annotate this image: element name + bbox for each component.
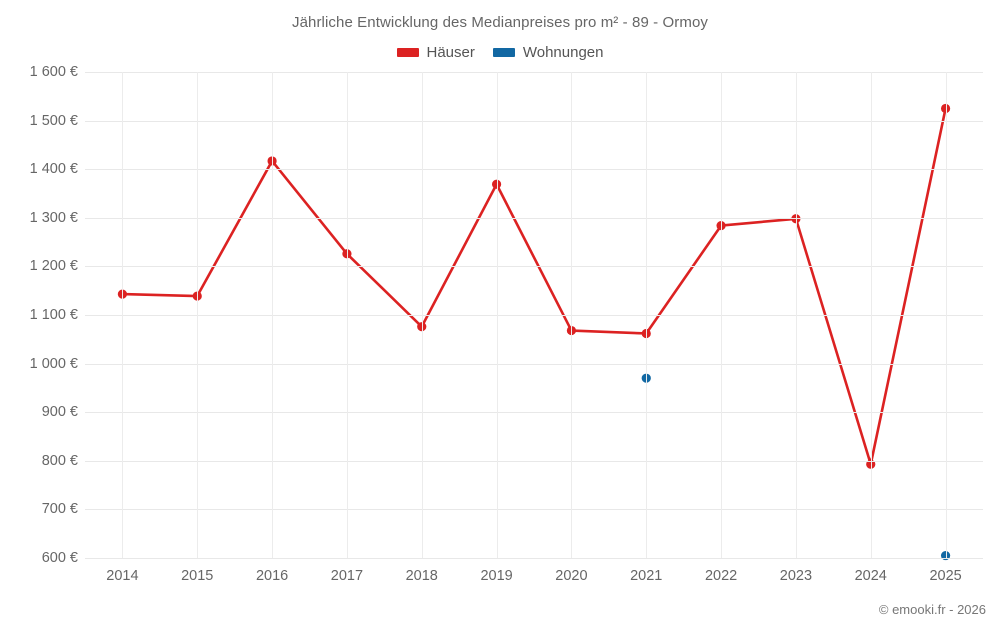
gridline-vertical xyxy=(870,72,872,558)
legend-swatch-hauser xyxy=(396,48,419,57)
chart-title: Jährliche Entwicklung des Medianpreises … xyxy=(291,14,709,31)
gridline-vertical xyxy=(945,72,947,558)
gridline-horizontal xyxy=(85,558,983,559)
gridline-horizontal xyxy=(85,266,983,268)
y-axis-tick-label: 1 100 € xyxy=(29,307,78,323)
gridline-horizontal xyxy=(85,169,983,171)
y-axis-tick-label: 1 000 € xyxy=(29,355,78,372)
x-axis-tick-label: 2020 xyxy=(555,568,588,584)
legend-item-hauser[interactable]: Häuser xyxy=(396,44,475,61)
y-axis-tick-label: 1 200 € xyxy=(29,258,78,275)
gridline-vertical xyxy=(795,72,797,558)
x-axis-tick-label: 2025 xyxy=(929,568,962,584)
x-axis-tick-label: 2016 xyxy=(255,568,289,584)
gridline-horizontal xyxy=(85,72,983,73)
x-axis-tick-label: 2015 xyxy=(181,568,214,584)
x-axis-tick-label: 2017 xyxy=(330,568,364,584)
y-axis-tick-label: 900 € xyxy=(41,404,78,421)
x-axis-tick-label: 2024 xyxy=(854,568,887,584)
gridline-horizontal xyxy=(85,460,983,462)
gridline-vertical xyxy=(646,72,648,558)
legend-label-hauser: Häuser xyxy=(426,44,475,61)
gridline-vertical xyxy=(346,72,348,558)
gridline-vertical xyxy=(122,72,124,558)
legend-label-wohnungen: Wohnungen xyxy=(522,44,604,61)
x-axis-tick-label: 2023 xyxy=(779,568,813,584)
legend-item-wohnungen[interactable]: Wohnungen xyxy=(492,44,604,61)
y-axis-tick-label: 1 400 € xyxy=(29,161,78,178)
y-axis-tick-label: 1 500 € xyxy=(29,112,78,129)
gridline-horizontal xyxy=(85,217,983,219)
y-axis-tick-label: 1 300 € xyxy=(29,209,78,226)
x-axis-tick-label: 2021 xyxy=(630,568,663,584)
gridline-vertical xyxy=(421,72,423,558)
gridline-horizontal xyxy=(85,363,983,365)
gridline-horizontal xyxy=(85,509,983,511)
gridline-horizontal xyxy=(85,412,983,414)
y-axis-tick-label: 1 600 € xyxy=(29,64,78,80)
y-axis-tick-label: 800 € xyxy=(41,452,78,469)
y-axis-tick-label: 700 € xyxy=(41,501,78,518)
credit-text: © emooki.fr - 2026 xyxy=(878,602,986,617)
series-line-0 xyxy=(121,107,947,466)
plot-area xyxy=(85,72,983,561)
chart-legend: Häuser Wohnungen xyxy=(0,44,1000,61)
gridline-horizontal xyxy=(85,315,983,316)
x-axis-tick-label: 2019 xyxy=(480,568,513,584)
gridline-vertical xyxy=(197,72,199,558)
gridline-vertical xyxy=(571,72,573,558)
gridline-vertical xyxy=(721,72,723,558)
gridline-horizontal xyxy=(85,120,983,122)
x-axis-tick-label: 2018 xyxy=(405,568,438,584)
gridline-vertical xyxy=(496,72,498,558)
x-axis-tick-label: 2014 xyxy=(106,568,139,584)
x-axis-tick-label: 2022 xyxy=(704,568,738,584)
legend-swatch-wohnungen xyxy=(492,48,515,57)
gridline-vertical xyxy=(272,72,274,558)
y-axis-tick-label: 600 € xyxy=(41,550,78,566)
